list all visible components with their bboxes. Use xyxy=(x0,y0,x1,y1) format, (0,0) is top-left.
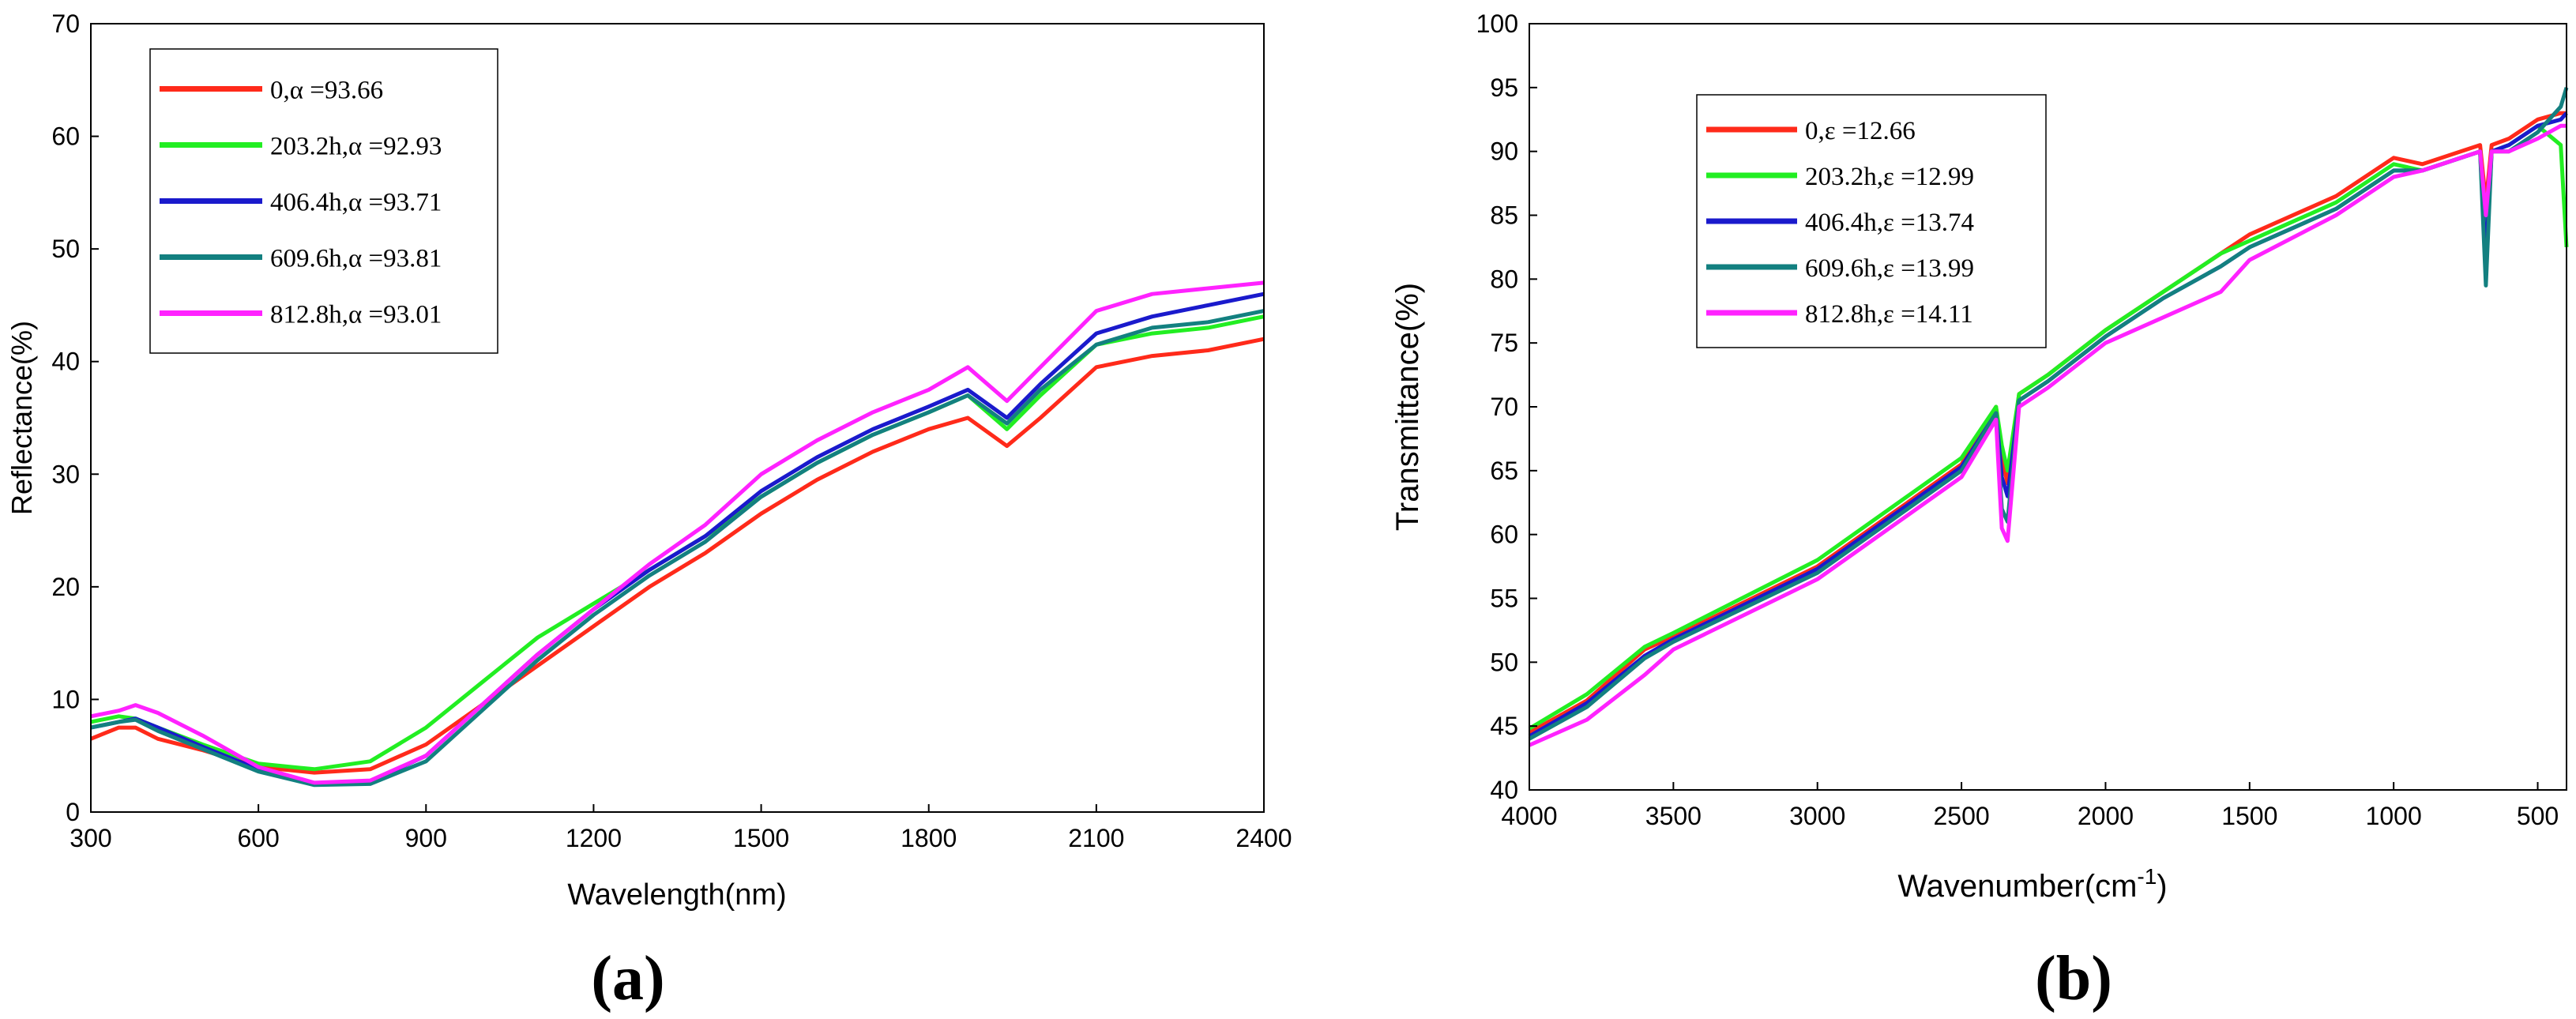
x-tick-label: 1200 xyxy=(566,824,622,852)
series-line-1 xyxy=(1528,111,2567,735)
legend-a: 0,α =93.66 203.2h,α =92.93 406.4h,α =93.71… xyxy=(149,48,498,354)
x-axis-label-b: Wavenumber(cm-1) xyxy=(1897,864,2167,904)
x-tick-label: 3000 xyxy=(1789,802,1845,830)
y-tick-label: 20 xyxy=(51,573,80,601)
legend-label-2: 203.2h,α =92.93 xyxy=(270,133,442,161)
x-tick-label: 4000 xyxy=(1501,802,1557,830)
legend-label-2: 203.2h,ε =12.99 xyxy=(1805,163,1974,191)
legend-b: 0,ε =12.66 203.2h,ε =12.99 406.4h,ε =13.74… xyxy=(1696,94,2047,348)
y-axis-label-b: Transmittance(%) xyxy=(1390,283,1425,531)
y-tick-label: 0 xyxy=(66,798,80,826)
y-tick-label: 55 xyxy=(1490,585,1518,613)
y-tick-label: 60 xyxy=(51,122,80,151)
chart-transmittance: Wavenumber(cm-1) 4000 3500 3000 2500 2000 150… xyxy=(1390,9,2569,1013)
y-tick-label: 70 xyxy=(51,9,80,38)
x-tick-label: 900 xyxy=(405,824,447,852)
y-tick-label: 100 xyxy=(1476,9,1518,38)
y-tick-label: 40 xyxy=(51,348,80,376)
chart-reflectance: 300 600 900 1200 1500 1800 2100 2400 0 10 20 30 40 50… xyxy=(6,9,1292,1013)
x-tick-label: 300 xyxy=(70,824,111,852)
y-tick-label: 70 xyxy=(1490,393,1518,421)
series-line-4 xyxy=(1528,87,2569,741)
x-tick-label: 2500 xyxy=(1933,802,1989,830)
legend-label-4: 609.6h,ε =13.99 xyxy=(1805,254,1974,283)
axis-ticks-b: 4000 3500 3000 2500 2000 1500 1000 500 40 45 50 55 6… xyxy=(1476,9,2559,830)
x-tick-label: 500 xyxy=(2517,802,2559,830)
y-tick-label: 10 xyxy=(51,685,80,713)
series-line-5 xyxy=(90,280,1265,785)
x-tick-label: 1800 xyxy=(901,824,957,852)
y-tick-label: 95 xyxy=(1490,73,1518,102)
x-axis-label-b-end: ) xyxy=(2157,869,2167,904)
x-tick-label: 2100 xyxy=(1068,824,1124,852)
y-axis-label-a: Reflectance(%) xyxy=(6,321,38,515)
legend-label-4: 609.6h,α =93.81 xyxy=(270,245,442,273)
x-axis-label-b-main: Wavenumber(cm xyxy=(1897,869,2137,904)
axis-ticks-a: 300 600 900 1200 1500 1800 2100 2400 0 10 20 30 40 50… xyxy=(51,9,1292,852)
legend-label-1: 0,ε =12.66 xyxy=(1805,117,1916,145)
panel-label-b: (b) xyxy=(2035,944,2112,1013)
y-tick-label: 50 xyxy=(51,235,80,263)
series-line-5 xyxy=(1528,123,2567,747)
x-tick-label: 600 xyxy=(237,824,279,852)
panel-label-a: (a) xyxy=(591,944,664,1013)
y-tick-label: 60 xyxy=(1490,521,1518,549)
series-line-4 xyxy=(90,309,1265,788)
y-tick-label: 40 xyxy=(1490,776,1518,804)
y-tick-label: 65 xyxy=(1490,457,1518,485)
y-tick-label: 50 xyxy=(1490,648,1518,676)
y-tick-label: 30 xyxy=(51,460,80,488)
legend-label-3: 406.4h,α =93.71 xyxy=(270,189,442,217)
legend-label-5: 812.8h,α =93.01 xyxy=(270,301,442,329)
series-line-1 xyxy=(90,337,1265,775)
x-tick-label: 3500 xyxy=(1645,802,1702,830)
plot-frame-b xyxy=(1529,23,2567,791)
series-line-3 xyxy=(90,291,1265,786)
x-axis-label-b-superscript: -1 xyxy=(2137,864,2157,889)
legend-label-1: 0,α =93.66 xyxy=(270,77,383,105)
x-axis-label-a: Wavelength(nm) xyxy=(567,878,786,912)
reflectance-series-layer xyxy=(90,280,1265,788)
x-tick-label: 1500 xyxy=(2221,802,2277,830)
x-tick-label: 1000 xyxy=(2366,802,2422,830)
y-tick-label: 85 xyxy=(1490,201,1518,230)
y-tick-label: 45 xyxy=(1490,712,1518,740)
plot-frame-a xyxy=(90,23,1265,813)
y-tick-label: 75 xyxy=(1490,329,1518,357)
y-tick-label: 80 xyxy=(1490,265,1518,293)
transmittance-series-layer xyxy=(1528,87,2569,747)
legend-label-3: 406.4h,ε =13.74 xyxy=(1805,209,1974,237)
legend-label-5: 812.8h,ε =14.11 xyxy=(1805,300,1973,329)
y-tick-label: 90 xyxy=(1490,137,1518,166)
x-tick-label: 2000 xyxy=(2078,802,2134,830)
x-tick-label: 1500 xyxy=(733,824,789,852)
x-tick-label: 2400 xyxy=(1235,824,1292,852)
